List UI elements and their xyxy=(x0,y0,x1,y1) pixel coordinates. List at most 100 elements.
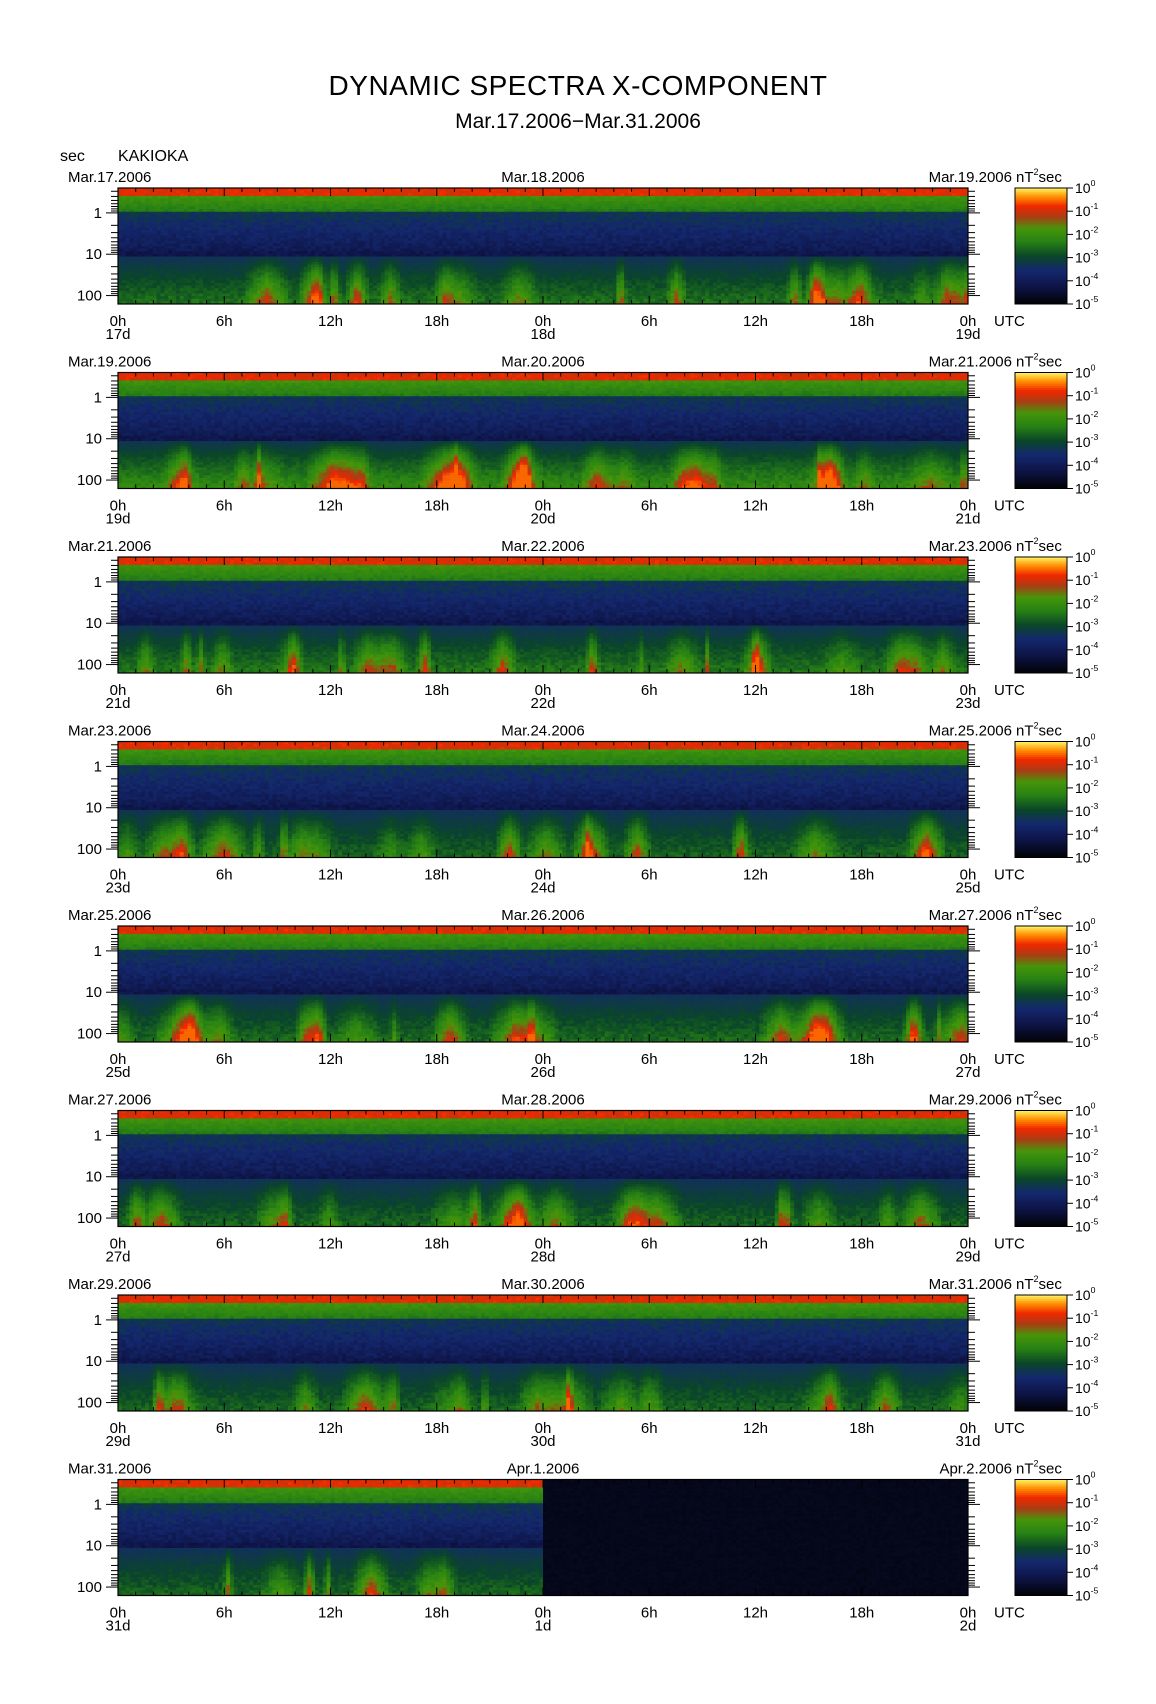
day-label: 2d xyxy=(960,1618,977,1635)
y-tick-label: 10 xyxy=(85,800,102,817)
y-tick-label: 100 xyxy=(77,472,102,489)
y-tick-label: 100 xyxy=(77,1210,102,1227)
day-label: 29d xyxy=(105,1433,130,1450)
x-tick-label: 6h xyxy=(641,313,658,330)
spectrogram xyxy=(118,926,968,1042)
colorbar-label: 10-4 xyxy=(1075,640,1098,658)
x-tick-label: 18h xyxy=(849,1236,874,1253)
colorbar-label: 10-2 xyxy=(1075,409,1098,427)
y-tick-label: 1 xyxy=(94,1312,102,1329)
x-tick-label: 12h xyxy=(743,1051,768,1068)
colorbar-label: 10-1 xyxy=(1075,939,1098,957)
x-tick-label: 6h xyxy=(216,682,233,699)
panel-mid-date: Mar.18.2006 xyxy=(501,169,584,186)
x-unit-label: UTC xyxy=(994,867,1025,884)
spectrogram xyxy=(118,1111,968,1227)
colorbar-label: 10-3 xyxy=(1075,248,1098,266)
colorbar-unit: nT2sec xyxy=(1016,1090,1062,1109)
day-label: 29d xyxy=(955,1249,980,1266)
colorbar-label: 10-4 xyxy=(1075,1378,1098,1396)
colorbar-unit: nT2sec xyxy=(1016,352,1062,371)
panel-mid-date: Mar.26.2006 xyxy=(501,907,584,924)
y-tick-label: 1 xyxy=(94,943,102,960)
x-tick-label: 18h xyxy=(849,1051,874,1068)
spectrogram xyxy=(118,373,968,489)
y-tick-label: 10 xyxy=(85,984,102,1001)
x-tick-label: 12h xyxy=(743,1420,768,1437)
colorbar-label: 10-5 xyxy=(1075,294,1098,312)
colorbar-label: 10-3 xyxy=(1075,1539,1098,1557)
y-tick-label: 1 xyxy=(94,758,102,775)
spectrogram xyxy=(118,1295,968,1411)
day-label: 23d xyxy=(105,880,130,897)
colorbar-label: 10-5 xyxy=(1075,1217,1098,1235)
colorbar-label: 10-1 xyxy=(1075,386,1098,404)
colorbar-label: 100 xyxy=(1075,1285,1096,1303)
x-tick-label: 18h xyxy=(849,313,874,330)
x-tick-label: 6h xyxy=(216,313,233,330)
x-tick-label: 6h xyxy=(216,1420,233,1437)
x-tick-label: 12h xyxy=(318,867,343,884)
x-tick-label: 12h xyxy=(743,1236,768,1253)
spectra-panel: Mar.29.2006 Mar.30.2006 Mar.31.2006 nT2sec1… xyxy=(68,1274,1098,1450)
colorbar-unit: nT2sec xyxy=(1016,1274,1062,1293)
colorbar-label: 10-3 xyxy=(1075,801,1098,819)
panel-mid-date: Mar.22.2006 xyxy=(501,538,584,555)
spectrogram xyxy=(118,742,968,858)
x-tick-label: 12h xyxy=(318,1605,343,1622)
colorbar-label: 10-4 xyxy=(1075,824,1098,842)
x-tick-label: 18h xyxy=(424,1605,449,1622)
y-tick-label: 10 xyxy=(85,1538,102,1555)
y-tick-label: 100 xyxy=(77,1395,102,1412)
day-label: 25d xyxy=(955,880,980,897)
panel-mid-date: Apr.1.2006 xyxy=(507,1461,580,1478)
y-tick-label: 100 xyxy=(77,657,102,674)
colorbar-label: 10-5 xyxy=(1075,663,1098,681)
y-tick-label: 100 xyxy=(77,288,102,305)
x-tick-label: 12h xyxy=(318,1051,343,1068)
colorbar-label: 10-4 xyxy=(1075,271,1098,289)
spectra-panel: Mar.21.2006 Mar.22.2006 Mar.23.2006 nT2sec1… xyxy=(68,536,1098,712)
x-tick-label: 12h xyxy=(743,313,768,330)
y-tick-label: 100 xyxy=(77,1579,102,1596)
x-tick-label: 12h xyxy=(318,313,343,330)
day-label: 27d xyxy=(955,1064,980,1081)
x-tick-label: 12h xyxy=(743,682,768,699)
x-tick-label: 18h xyxy=(849,1605,874,1622)
colorbar-unit: nT2sec xyxy=(1016,1459,1062,1478)
colorbar-label: 10-3 xyxy=(1075,617,1098,635)
colorbar-label: 100 xyxy=(1075,178,1096,196)
panel-end-date: Mar.19.2006 xyxy=(929,169,1012,186)
panel-start-date: Mar.25.2006 xyxy=(68,907,151,924)
spectra-panel: Mar.23.2006 Mar.24.2006 Mar.25.2006 nT2sec1… xyxy=(68,721,1098,897)
spectrogram xyxy=(118,1480,968,1596)
colorbar-label: 10-5 xyxy=(1075,479,1098,497)
y-tick-label: 10 xyxy=(85,1353,102,1370)
x-tick-label: 6h xyxy=(641,1605,658,1622)
colorbar-label: 10-3 xyxy=(1075,432,1098,450)
x-tick-label: 6h xyxy=(641,498,658,515)
panel-mid-date: Mar.28.2006 xyxy=(501,1092,584,1109)
colorbar-label: 10-1 xyxy=(1075,755,1098,773)
x-tick-label: 6h xyxy=(641,682,658,699)
day-label: 22d xyxy=(530,695,555,712)
colorbar-label: 10-5 xyxy=(1075,1586,1098,1604)
x-tick-label: 12h xyxy=(318,1236,343,1253)
colorbar-label: 100 xyxy=(1075,1101,1096,1119)
y-tick-label: 10 xyxy=(85,1169,102,1186)
spectrogram xyxy=(118,188,968,304)
y-tick-label: 1 xyxy=(94,389,102,406)
day-label: 21d xyxy=(105,695,130,712)
colorbar-label: 100 xyxy=(1075,1470,1096,1488)
colorbar-label: 10-1 xyxy=(1075,201,1098,219)
x-tick-label: 12h xyxy=(743,867,768,884)
day-label: 23d xyxy=(955,695,980,712)
panel-start-date: Mar.27.2006 xyxy=(68,1092,151,1109)
day-label: 18d xyxy=(530,326,555,343)
colorbar-label: 100 xyxy=(1075,732,1096,750)
